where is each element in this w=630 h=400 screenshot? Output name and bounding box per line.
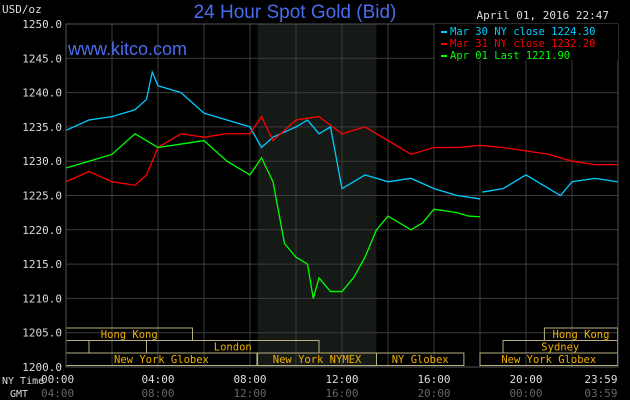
session-label: Sydney [541, 342, 579, 354]
y-tick-label: 1220.0 [22, 224, 62, 237]
y-tick-label: 1205.0 [22, 327, 62, 340]
x-tick-label-gmt: 16:00 [325, 387, 358, 400]
x-tick-label-ny: 12:00 [325, 373, 358, 386]
session-label: Hong Kong [101, 329, 158, 341]
y-tick-label: 1245.0 [22, 52, 62, 65]
session-box [376, 352, 465, 366]
x-tick-label-gmt: 04:00 [41, 387, 74, 400]
series-line [482, 174, 618, 197]
y-tick-label: 1250.0 [22, 18, 62, 31]
session-label: NY Globex [392, 354, 449, 366]
legend-entry: Mar 30 NY close 1224.30 [450, 26, 595, 38]
chart-title: 24 Hour Spot Gold (Bid) [194, 2, 397, 23]
watermark: www.kitco.com [67, 39, 187, 59]
legend-entry: Mar 31 NY close 1232.20 [450, 38, 595, 50]
timestamp: April 01, 2016 22:47 [477, 9, 609, 22]
session-label: Hong Kong [553, 329, 610, 341]
x-tick-label-ny: 20:00 [509, 373, 542, 386]
x-tick-label-ny: 04:00 [141, 373, 174, 386]
x-row-label-ny: NY Time [2, 376, 44, 387]
y-tick-label: 1210.0 [22, 292, 62, 305]
y-tick-label: 1225.0 [22, 190, 62, 203]
x-tick-label-ny: 23:59 [584, 373, 617, 386]
session-label: London [214, 342, 252, 354]
session-label: New York Globex [501, 354, 596, 366]
x-tick-label-gmt: 03:59 [584, 387, 617, 400]
series-line [65, 132, 481, 299]
plot-frame [65, 23, 619, 368]
session-label: New York Globex [114, 354, 209, 366]
y-tick-label: 1230.0 [22, 155, 62, 168]
y-tick-label: 1235.0 [22, 121, 62, 134]
legend-box [435, 24, 618, 60]
x-row-label-gmt: GMT [10, 389, 28, 400]
series-line [65, 69, 481, 200]
legend-entry: Apr 01 Last 1221.90 [450, 50, 570, 62]
x-tick-label-gmt: 08:00 [141, 387, 174, 400]
x-tick-label-gmt: 00:00 [509, 387, 542, 400]
x-tick-label-ny: 08:00 [233, 373, 266, 386]
y-tick-label: 1215.0 [22, 258, 62, 271]
series-line [65, 115, 618, 186]
x-tick-label-ny: 16:00 [417, 373, 450, 386]
x-tick-label-gmt: 12:00 [233, 387, 266, 400]
y-axis: 1250.0 1245.0 1240.0 1235.0 1230.0 1225.0 1220… [22, 18, 62, 374]
session-label: New York NYMEX [273, 354, 362, 366]
series-lines [65, 69, 618, 299]
x-tick-label-gmt: 20:00 [417, 387, 450, 400]
x-tick-label-ny: 00:00 [41, 373, 74, 386]
y-tick-label: 1200.0 [22, 361, 62, 374]
grid [66, 24, 618, 367]
unit-label: USD/oz [2, 3, 42, 16]
y-tick-label: 1240.0 [22, 87, 62, 100]
